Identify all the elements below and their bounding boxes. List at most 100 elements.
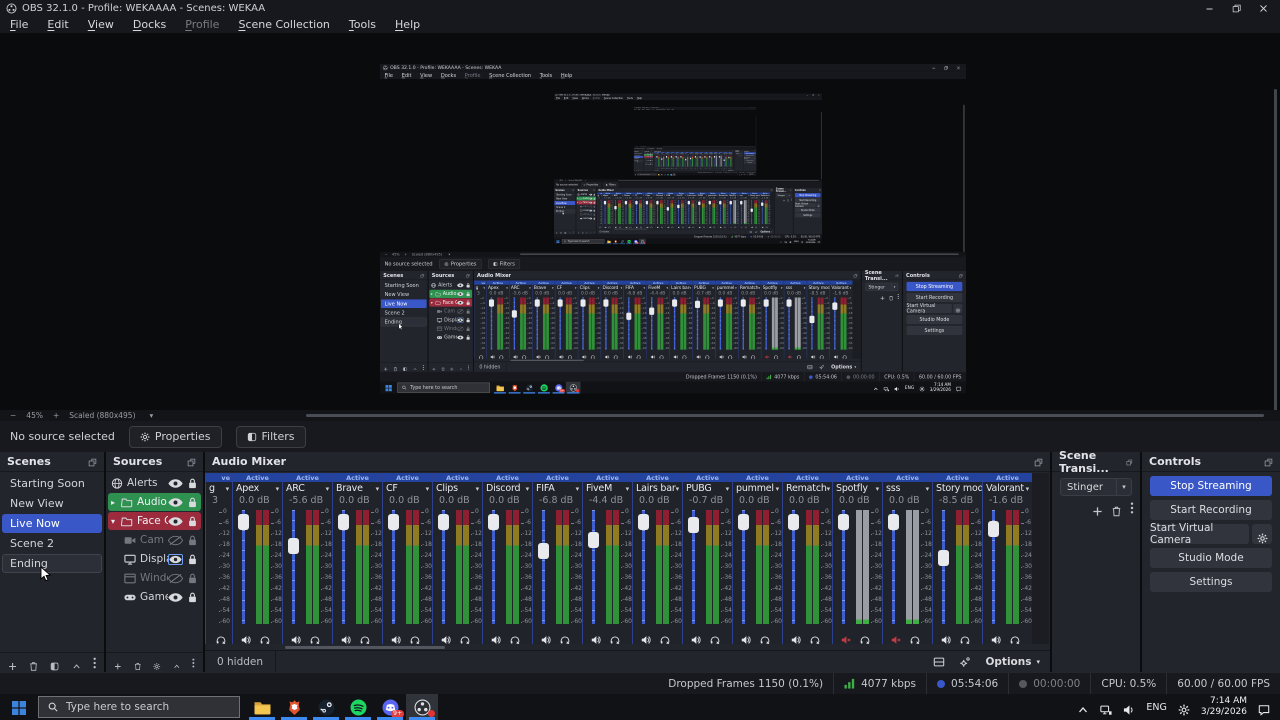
sources-overflow-button[interactable]: [192, 657, 195, 669]
popout-icon[interactable]: [1034, 457, 1043, 467]
menu-item-tools[interactable]: Tools: [348, 18, 377, 31]
mixer-channel-name[interactable]: FiveM ▾: [586, 483, 629, 494]
add-transition-button[interactable]: [1092, 502, 1103, 516]
volume-slider[interactable]: [838, 510, 850, 624]
mixer-channel-name[interactable]: sss ▾: [886, 483, 929, 494]
start-recording-button[interactable]: Start Recording: [1150, 500, 1272, 520]
volume-slider[interactable]: [488, 510, 500, 624]
mixer-channel-name[interactable]: Brave ▾: [336, 483, 379, 494]
volume-slider-handle[interactable]: [688, 516, 699, 533]
restore-button[interactable]: [1232, 4, 1241, 13]
caret-down-icon[interactable]: ▾: [111, 516, 116, 526]
volume-slider[interactable]: [788, 510, 800, 624]
mute-button[interactable]: [641, 630, 651, 644]
properties-button[interactable]: Properties: [128, 425, 222, 448]
volume-slider[interactable]: [538, 510, 550, 624]
tray-network[interactable]: [1100, 701, 1112, 715]
lock-icon[interactable]: [187, 554, 198, 565]
preview-canvas[interactable]: OBS 32.1.0 - Profile: WEKAAAA - Scenes: …: [380, 64, 966, 394]
mute-button[interactable]: [541, 630, 551, 644]
start-virtual-camera-button[interactable]: Start Virtual Camera: [1150, 522, 1249, 546]
lock-icon[interactable]: [187, 478, 198, 489]
monitor-off-button[interactable]: [460, 630, 470, 644]
remove-source-button[interactable]: [134, 657, 142, 670]
preview-horizontal-scrollbar[interactable]: [306, 414, 1264, 417]
monitor-off-button[interactable]: [410, 630, 420, 644]
mute-button[interactable]: [441, 630, 451, 644]
lock-icon[interactable]: [187, 516, 198, 527]
mute-button[interactable]: [341, 630, 351, 644]
volume-slider-handle[interactable]: [738, 514, 749, 530]
mixer-channel-name[interactable]: PUBG ▾: [686, 483, 729, 494]
zoom-out-button[interactable]: −: [10, 411, 17, 420]
monitor-off-button[interactable]: [216, 630, 226, 644]
scene-filters-button[interactable]: [50, 657, 59, 671]
lock-icon[interactable]: [187, 592, 198, 603]
mixer-horizontal-scrollbar[interactable]: [285, 646, 445, 649]
volume-slider-handle[interactable]: [938, 549, 949, 566]
eye-icon[interactable]: [168, 497, 183, 508]
settings-button[interactable]: Settings: [1150, 572, 1272, 592]
monitor-off-button[interactable]: [960, 630, 970, 644]
volume-slider-handle[interactable]: [538, 542, 549, 559]
mute-button[interactable]: [491, 630, 501, 644]
mixer-channel-name[interactable]: pummel ▾: [736, 483, 779, 494]
tray-expand[interactable]: [1077, 701, 1089, 713]
monitor-off-button[interactable]: [260, 630, 270, 644]
volume-slider[interactable]: [588, 510, 600, 624]
taskbar-obs[interactable]: [406, 694, 438, 720]
source-row-cam[interactable]: Cam: [108, 531, 201, 549]
taskbar-discord[interactable]: 9+: [374, 694, 406, 720]
taskbar-steam[interactable]: [310, 694, 342, 720]
eye-icon[interactable]: [168, 516, 183, 527]
mixer-options-button[interactable]: Options ▾: [985, 655, 1040, 668]
mute-button[interactable]: [241, 630, 251, 644]
notification-icon[interactable]: [1258, 701, 1270, 716]
mixer-channel-name[interactable]: Discord ▾: [486, 483, 529, 494]
source-row-display-ca[interactable]: Display Ca: [108, 550, 201, 568]
scenes-overflow-button[interactable]: [93, 657, 96, 669]
menu-item-scene-collection[interactable]: Scene Collection: [238, 18, 330, 31]
volume-slider-handle[interactable]: [438, 514, 449, 530]
popout-icon[interactable]: [187, 457, 196, 467]
eye-off-icon[interactable]: [168, 535, 183, 546]
tray-settings[interactable]: [1178, 701, 1190, 716]
transition-overflow-button[interactable]: [1130, 502, 1134, 514]
eye-icon[interactable]: [168, 553, 183, 565]
taskbar-search-input[interactable]: Type here to search: [38, 696, 240, 718]
menu-item-view[interactable]: View: [87, 18, 114, 31]
mixer-layout-button[interactable]: [933, 656, 945, 668]
mute-button[interactable]: [391, 630, 401, 644]
popout-icon[interactable]: [1264, 457, 1273, 467]
start-button[interactable]: [0, 694, 38, 720]
popout-icon[interactable]: [88, 457, 97, 467]
source-properties-button[interactable]: [153, 657, 161, 670]
monitor-off-button[interactable]: [810, 630, 820, 644]
mute-button[interactable]: [591, 630, 601, 644]
volume-slider[interactable]: [738, 510, 750, 624]
volume-slider-handle[interactable]: [338, 514, 349, 530]
volume-slider[interactable]: [988, 510, 1000, 624]
mixer-channel-name[interactable]: Story mode▾: [936, 483, 982, 494]
caret-right-icon[interactable]: ▸: [111, 497, 116, 507]
mute-button[interactable]: [941, 630, 951, 644]
taskbar-file-explorer[interactable]: [246, 694, 278, 720]
monitor-off-button[interactable]: [760, 630, 770, 644]
source-row-audio[interactable]: ▸ Audio: [108, 493, 201, 511]
volume-slider-handle[interactable]: [988, 520, 999, 537]
scene-item-scene-2[interactable]: Scene 2: [2, 534, 102, 553]
scene-item-new-view[interactable]: New View: [2, 494, 102, 513]
stop-streaming-button[interactable]: Stop Streaming: [1150, 476, 1272, 496]
mixer-channel-name[interactable]: Valorant ▾: [986, 483, 1029, 494]
transition-select[interactable]: Stinger ▾: [1060, 478, 1132, 496]
monitor-off-button[interactable]: [1010, 630, 1020, 644]
mixer-channel-name[interactable]: g ▾: [209, 483, 229, 494]
minimize-button[interactable]: [1205, 4, 1214, 13]
volume-slider[interactable]: [238, 510, 250, 624]
virtual-camera-config-button[interactable]: [1252, 524, 1272, 544]
taskbar-spotify[interactable]: [342, 694, 374, 720]
mixer-channel-name[interactable]: FIFA ▾: [536, 483, 579, 494]
mixer-channel-name[interactable]: Lairs bar ▾: [636, 483, 679, 494]
move-source-up-button[interactable]: [173, 657, 181, 669]
scaled-label[interactable]: Scaled (880x495): [69, 411, 136, 420]
